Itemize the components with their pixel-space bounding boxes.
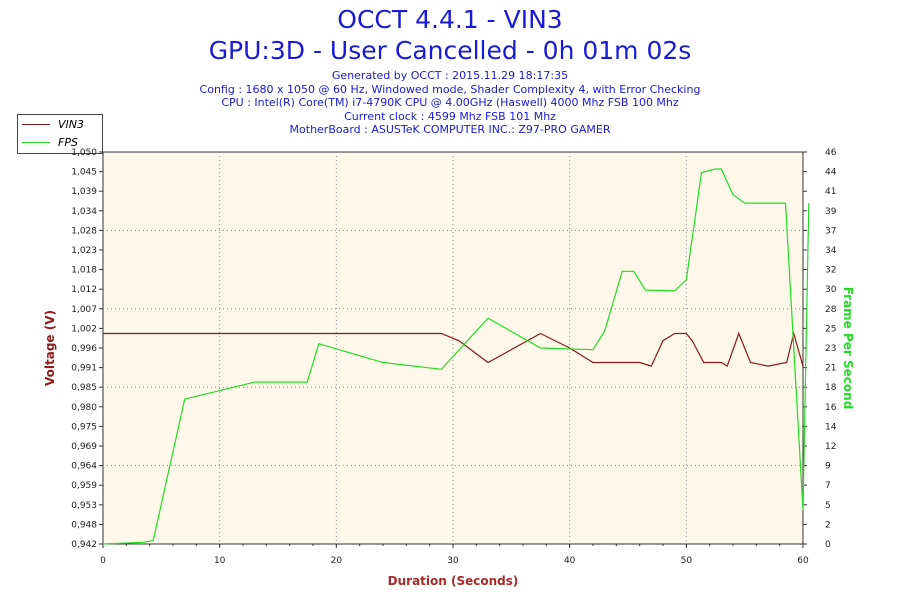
y-tick-label: 1,018	[71, 266, 97, 276]
y2-tick-label: 5	[825, 501, 831, 511]
y2-tick-label: 25	[825, 324, 836, 334]
y2-tick-label: 41	[825, 187, 836, 197]
y2-tick-label: 44	[825, 168, 837, 178]
x-tick-label: 60	[797, 556, 809, 566]
y-tick-label: 0,996	[71, 344, 97, 354]
y-tick-label: 0,975	[71, 422, 97, 432]
y2-tick-label: 12	[825, 442, 836, 452]
y2-tick-label: 16	[825, 403, 837, 413]
y2-tick-label: 28	[825, 305, 837, 315]
x-tick-label: 20	[331, 556, 343, 566]
y-axis-label: Voltage (V)	[43, 310, 57, 386]
legend-label-fps: FPS	[58, 136, 78, 149]
y-tick-label: 1,007	[71, 305, 97, 315]
y2-tick-label: 30	[825, 285, 837, 295]
info-generated: Generated by OCCT : 2015.11.29 18:17:35	[331, 69, 569, 82]
x-tick-label: 40	[564, 556, 576, 566]
y-tick-label: 0,942	[71, 540, 97, 550]
y2-axis-label: Frame Per Second	[841, 287, 855, 410]
y2-tick-label: 2	[825, 520, 831, 530]
y2-tick-label: 39	[825, 207, 837, 217]
x-tick-label: 30	[447, 556, 459, 566]
y2-tick-label: 46	[825, 148, 837, 158]
y2-tick-label: 37	[825, 226, 836, 236]
y-tick-label: 0,948	[71, 520, 97, 530]
info-motherboard: MotherBoard : ASUSTeK COMPUTER INC.: Z97…	[289, 123, 611, 137]
legend-item-vin3: VIN3	[22, 117, 100, 133]
y-tick-label: 1,023	[71, 246, 97, 256]
y-tick-label: 1,002	[71, 324, 97, 334]
y-tick-label: 1,045	[71, 168, 97, 178]
y-tick-label: 1,039	[71, 187, 97, 197]
y2-tick-label: 18	[825, 383, 837, 393]
legend-label-vin3: VIN3	[58, 118, 84, 131]
series-line-fps	[102, 168, 810, 545]
legend-item-fps: FPS	[22, 135, 100, 151]
y-tick-label: 0,969	[71, 442, 97, 452]
legend-swatch-vin3	[22, 124, 50, 125]
info-clock: Current clock : 4599 Mhz FSB 101 Mhz	[344, 109, 556, 123]
x-axis-label: Duration (Seconds)	[388, 574, 519, 588]
y-tick-label: 1,028	[71, 226, 97, 236]
y-tick-label: 1,050	[71, 148, 97, 158]
x-tick-label: 50	[681, 556, 693, 566]
series-line-vin3	[103, 331, 804, 367]
x-tick-label: 10	[214, 556, 226, 566]
y2-tick-label: 14	[825, 422, 837, 432]
info-cpu: CPU : Intel(R) Core(TM) i7-4790K CPU @ 4…	[221, 96, 679, 110]
chart-title: OCCT 4.4.1 - VIN3	[337, 5, 563, 34]
legend-swatch-fps	[22, 142, 50, 143]
y-tick-label: 0,959	[71, 481, 97, 491]
y-tick-label: 0,964	[71, 462, 97, 472]
y2-tick-label: 21	[825, 364, 836, 374]
y-tick-label: 0,980	[71, 403, 97, 413]
info-config: Config : 1680 x 1050 @ 60 Hz, Windowed m…	[199, 82, 701, 96]
chart-subtitle: GPU:3D - User Cancelled - 0h 01m 02s	[208, 36, 692, 65]
x-tick-label: 0	[100, 556, 106, 566]
y2-tick-label: 0	[825, 540, 831, 550]
y2-tick-label: 7	[825, 481, 831, 491]
y2-tick-label: 9	[825, 462, 831, 472]
y-tick-label: 1,034	[71, 207, 97, 217]
legend: VIN3 FPS	[17, 114, 103, 154]
y-tick-label: 1,012	[71, 285, 97, 295]
y2-tick-label: 34	[825, 246, 837, 256]
run-info: Generated by OCCT : 2015.11.29 18:17:35 …	[0, 69, 900, 137]
y-tick-label: 0,985	[71, 383, 97, 393]
y-tick-label: 0,953	[71, 501, 97, 511]
y2-tick-label: 23	[825, 344, 836, 354]
y2-tick-label: 32	[825, 266, 836, 276]
y-tick-label: 0,991	[71, 364, 97, 374]
